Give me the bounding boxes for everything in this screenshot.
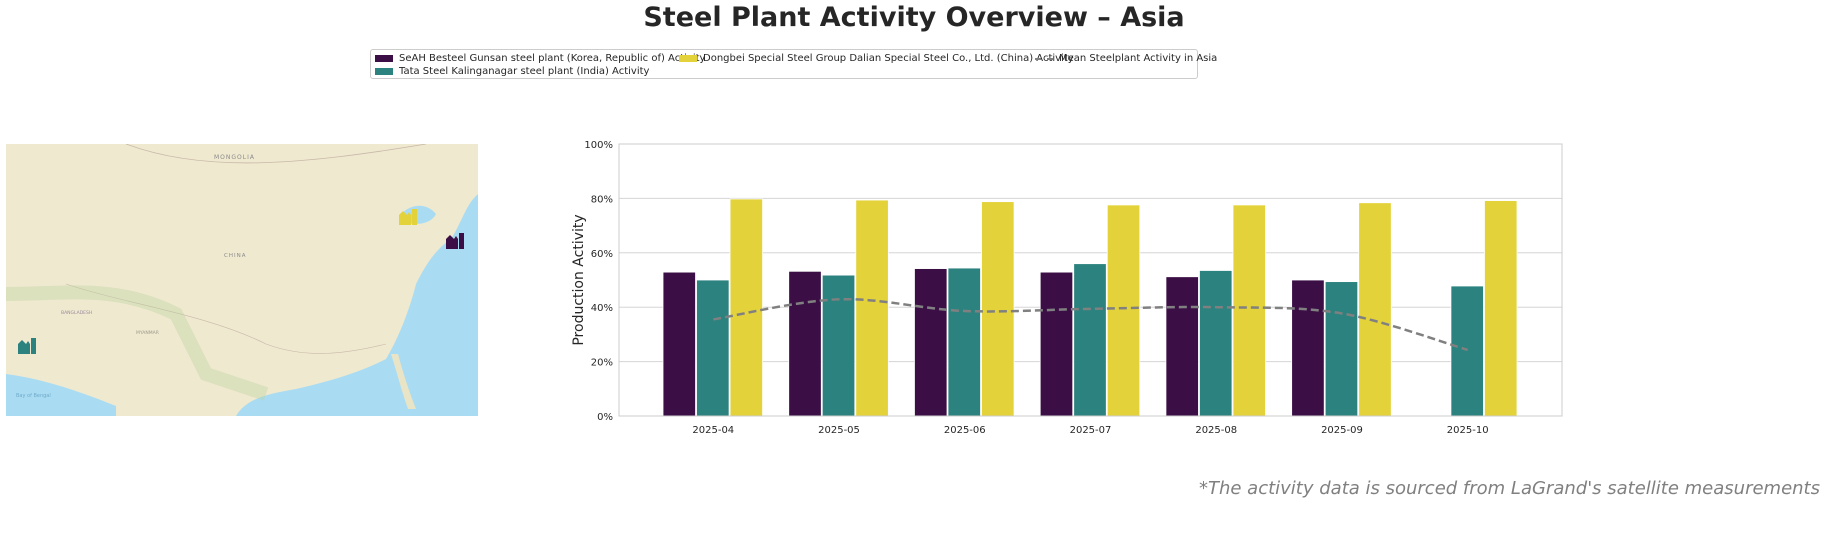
x-tick-label: 2025-04 <box>692 425 734 436</box>
bar <box>1450 285 1484 417</box>
bar <box>1232 204 1266 417</box>
bar <box>696 279 730 417</box>
bar <box>1073 263 1107 417</box>
map-label: MONGOLIA <box>214 154 255 161</box>
bar <box>788 270 822 417</box>
bar <box>1165 276 1199 417</box>
x-tick-label: 2025-06 <box>944 425 986 436</box>
x-tick-label: 2025-07 <box>1070 425 1112 436</box>
bar <box>1291 279 1325 417</box>
legend-label: Dongbei Special Steel Group Dalian Speci… <box>703 53 1074 64</box>
legend-label: SeAH Besteel Gunsan steel plant (Korea, … <box>399 53 706 64</box>
legend-item-seah: SeAH Besteel Gunsan steel plant (Korea, … <box>375 53 705 64</box>
legend-item-mean: Mean Steelplant Activity in Asia <box>1035 53 1217 64</box>
plot-frame <box>618 143 1563 417</box>
bar <box>981 201 1015 417</box>
bar <box>1039 271 1074 417</box>
y-tick-label: 60% <box>591 249 613 260</box>
legend-swatch <box>375 55 393 62</box>
legend-label: Mean Steelplant Activity in Asia <box>1059 53 1218 64</box>
y-tick-label: 40% <box>591 303 613 314</box>
map-label: CHINA <box>224 253 246 259</box>
map-label: Bay of Bengal <box>16 393 51 399</box>
legend-label: Tata Steel Kalinganagar steel plant (Ind… <box>399 66 650 77</box>
y-tick-label: 100% <box>584 140 613 151</box>
bar <box>821 274 856 417</box>
bar <box>1358 202 1392 417</box>
legend-item-tata: Tata Steel Kalinganagar steel plant (Ind… <box>375 66 649 77</box>
bar <box>729 198 763 417</box>
map-label: MYANMAR <box>136 330 159 336</box>
x-tick-label: 2025-05 <box>818 425 860 436</box>
factory-icon <box>18 338 36 354</box>
y-tick-label: 80% <box>591 194 613 205</box>
map-border <box>65 283 387 354</box>
x-tick-label: 2025-09 <box>1321 425 1363 436</box>
legend-swatch <box>679 55 697 62</box>
page-title: Steel Plant Activity Overview – Asia <box>643 2 1185 33</box>
asia-map: MONGOLIA CHINA MYANMAR BANGLADESH Bay of… <box>6 144 478 416</box>
bar <box>1106 204 1141 417</box>
map-label: BANGLADESH <box>61 310 92 316</box>
bar <box>947 267 981 417</box>
x-tick-label: 2025-10 <box>1447 425 1489 436</box>
bar <box>1324 281 1359 417</box>
legend-dash <box>1035 57 1053 60</box>
mean-activity-line <box>713 297 1469 352</box>
x-tick-label: 2025-08 <box>1195 425 1237 436</box>
y-tick-label: 20% <box>591 358 613 369</box>
bar <box>662 271 696 417</box>
factory-icon <box>446 233 464 249</box>
bar <box>1484 200 1518 417</box>
legend-item-dongbei: Dongbei Special Steel Group Dalian Speci… <box>679 53 1074 64</box>
map-border <box>125 144 427 164</box>
bar <box>855 199 889 417</box>
map-sea-pacific <box>236 194 478 416</box>
y-tick-label: 0% <box>597 412 613 423</box>
map-sea-bengal <box>6 374 116 416</box>
bar <box>914 268 948 417</box>
legend: SeAH Besteel Gunsan steel plant (Korea, … <box>370 49 1217 79</box>
footnote: *The activity data is sourced from LaGra… <box>1198 478 1820 499</box>
y-axis-label: Production Activity <box>571 214 587 345</box>
factory-icon <box>399 209 417 225</box>
bar <box>1199 270 1233 417</box>
map-terrain <box>6 285 269 401</box>
map-philippines <box>391 354 416 409</box>
legend-swatch <box>375 68 393 75</box>
